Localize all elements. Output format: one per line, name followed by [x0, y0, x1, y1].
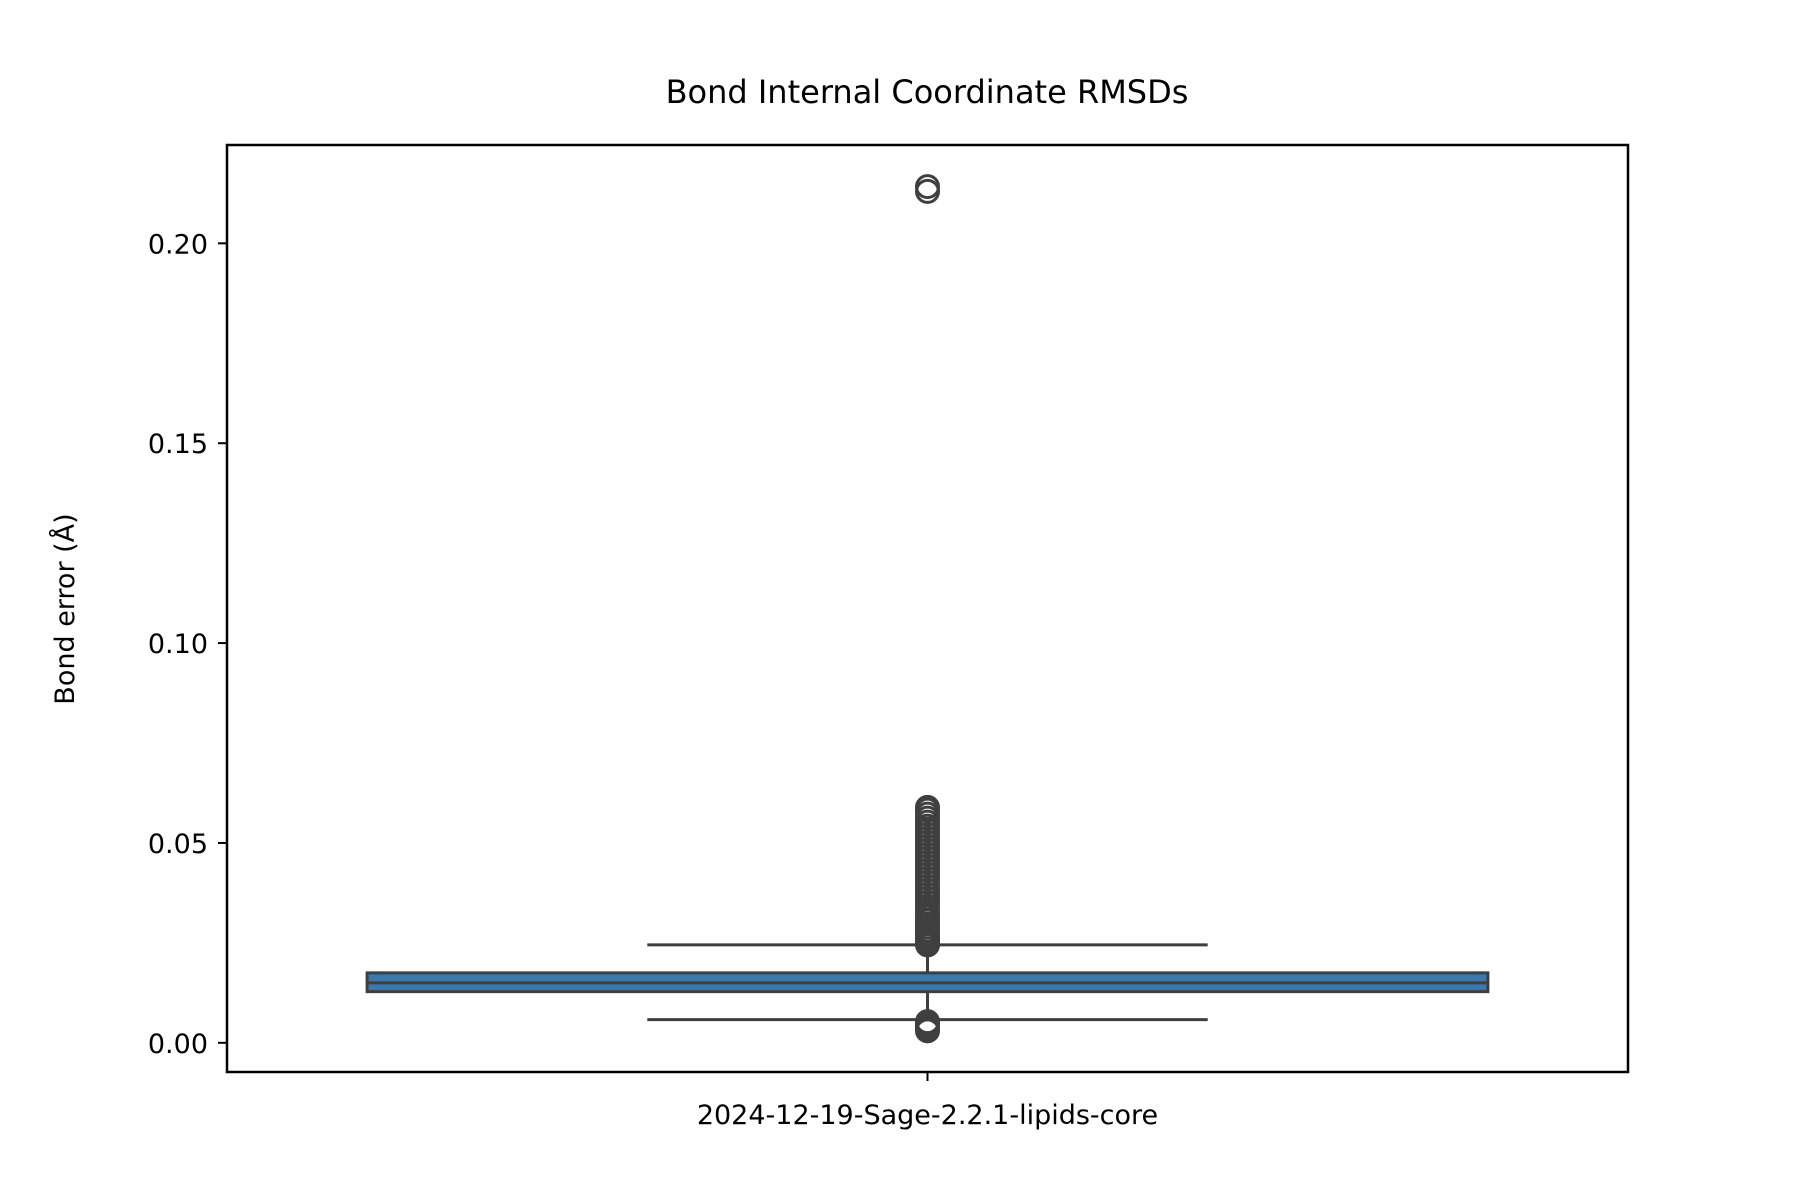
y-axis-label: Bond error (Å): [49, 513, 81, 704]
outlier-point: [915, 174, 940, 200]
axes: 2024-12-19-Sage-2.2.1-lipids-core 0.00 0.0…: [148, 143, 1630, 1131]
y-tick-label: 0.20: [148, 229, 208, 260]
y-tick-label: 0.00: [148, 1029, 208, 1060]
chart-title: Bond Internal Coordinate RMSDs: [666, 73, 1189, 111]
outlier-point: [915, 1009, 940, 1035]
x-tick-label: 2024-12-19-Sage-2.2.1-lipids-core: [697, 1100, 1158, 1131]
plot-frame: [225, 143, 1630, 1074]
plot-area: [365, 174, 1490, 1044]
y-tick-label: 0.15: [148, 429, 208, 460]
outlier-point: [915, 794, 940, 820]
y-tick-label: 0.05: [148, 829, 208, 860]
y-tick-label: 0.10: [148, 629, 208, 660]
